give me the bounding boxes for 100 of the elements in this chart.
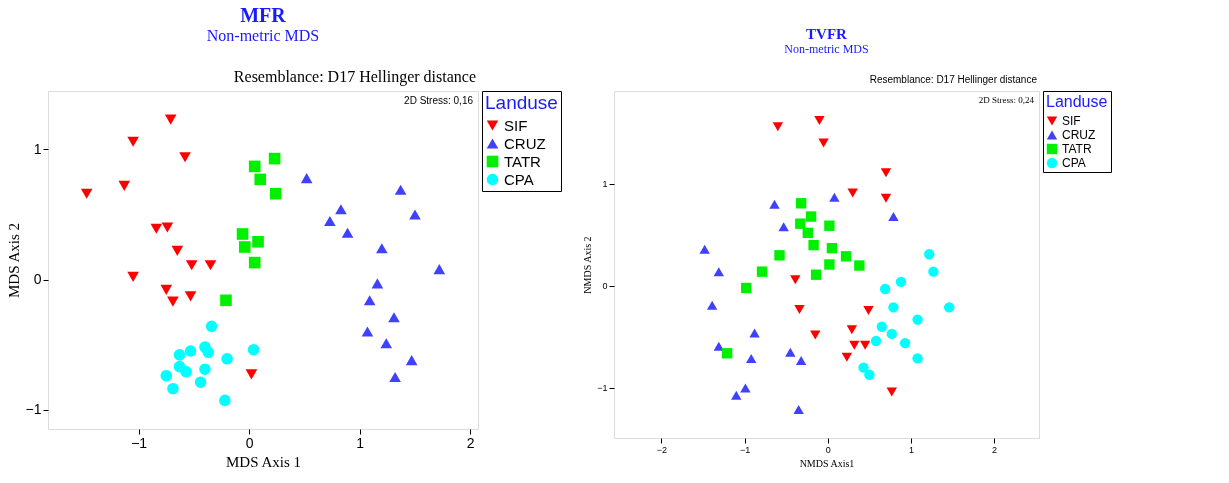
- point: [173, 349, 186, 361]
- point: [150, 223, 163, 234]
- point: [254, 173, 267, 186]
- text: Resemblance: D17 Hellinger distance: [869, 74, 1038, 85]
- point: [778, 222, 789, 232]
- chart-subtitle: Non-metric MDS: [784, 42, 869, 56]
- x-axis-title: NMDS Axis1: [799, 457, 855, 469]
- point: [713, 341, 724, 351]
- point: [859, 340, 871, 350]
- y-tick-label: −1: [597, 383, 608, 394]
- legend-label: CPA: [504, 170, 534, 188]
- point: [118, 180, 131, 191]
- point: [202, 346, 215, 359]
- x-tick-label: 0: [825, 444, 831, 455]
- point: [858, 362, 869, 373]
- point: [371, 278, 384, 289]
- legend-label: CPA: [1062, 156, 1086, 170]
- point: [810, 269, 822, 280]
- point: [405, 355, 418, 366]
- point: [394, 184, 407, 195]
- point: [824, 220, 835, 231]
- point: [433, 264, 446, 275]
- point: [790, 275, 801, 285]
- chart-title: TVFR: [806, 26, 848, 42]
- legend-label: TATR: [1062, 142, 1092, 156]
- x-axis-title: MDS Axis 1: [225, 453, 302, 470]
- point: [247, 343, 260, 356]
- x-tick-label: 1: [908, 444, 914, 455]
- point: [361, 326, 374, 337]
- point: [943, 302, 955, 313]
- annotation: 2D Stress: 0,16: [404, 95, 474, 106]
- chart-title: MFR: [240, 4, 287, 26]
- point: [864, 369, 875, 380]
- point: [772, 122, 784, 132]
- point: [167, 382, 179, 395]
- point: [876, 321, 887, 332]
- point: [248, 160, 261, 173]
- legend-label: TATR: [504, 152, 542, 170]
- point: [785, 347, 796, 357]
- legend-title: Landuse: [485, 92, 558, 113]
- point: [795, 218, 806, 229]
- point: [912, 314, 923, 325]
- y-axis-title: NMDS Axis 2: [582, 236, 594, 294]
- point: [219, 394, 231, 407]
- point: [269, 187, 282, 200]
- point: [204, 260, 217, 271]
- point: [810, 330, 821, 340]
- point: [300, 173, 313, 184]
- point: [80, 188, 93, 199]
- legend-label: SIF: [1062, 114, 1081, 128]
- point: [749, 328, 760, 338]
- point: [160, 369, 173, 382]
- point: [826, 242, 838, 254]
- point: [699, 244, 710, 254]
- point: [363, 295, 376, 306]
- point: [706, 300, 718, 310]
- point: [928, 266, 939, 277]
- point: [840, 251, 852, 262]
- point: [324, 215, 336, 227]
- point: [824, 259, 835, 270]
- point: [389, 371, 401, 383]
- point: [205, 320, 218, 333]
- point: [409, 209, 421, 220]
- point: [194, 376, 207, 388]
- point: [335, 204, 347, 215]
- point: [805, 211, 817, 222]
- point: [886, 328, 897, 340]
- legend-label: CRUZ: [1062, 128, 1096, 142]
- point: [899, 337, 911, 349]
- point: [829, 192, 840, 202]
- point: [731, 390, 742, 400]
- point: [252, 235, 264, 248]
- point: [854, 260, 865, 271]
- text: Resemblance: D17 Hellinger distance: [233, 68, 476, 86]
- point: [236, 228, 249, 240]
- point: [880, 168, 892, 178]
- x-tick-label: −2: [656, 444, 668, 455]
- x-tick-label: −1: [131, 434, 148, 451]
- point: [880, 193, 892, 203]
- point: [179, 152, 191, 163]
- point: [127, 136, 139, 147]
- point: [341, 227, 354, 238]
- point: [841, 352, 853, 362]
- point: [127, 271, 139, 282]
- x-tick-label: −1: [739, 444, 751, 455]
- point: [388, 312, 400, 323]
- point: [769, 199, 780, 209]
- point: [814, 116, 825, 126]
- y-tick-label: 0: [33, 271, 42, 287]
- point: [870, 335, 882, 347]
- legend-label: CRUZ: [504, 134, 546, 152]
- point: [879, 283, 891, 295]
- point: [721, 348, 733, 359]
- point: [268, 152, 281, 165]
- y-tick-label: 0: [602, 281, 608, 292]
- point: [846, 325, 858, 335]
- y-tick-label: 1: [602, 179, 608, 190]
- point: [888, 302, 899, 313]
- point: [185, 260, 198, 271]
- point: [863, 305, 874, 315]
